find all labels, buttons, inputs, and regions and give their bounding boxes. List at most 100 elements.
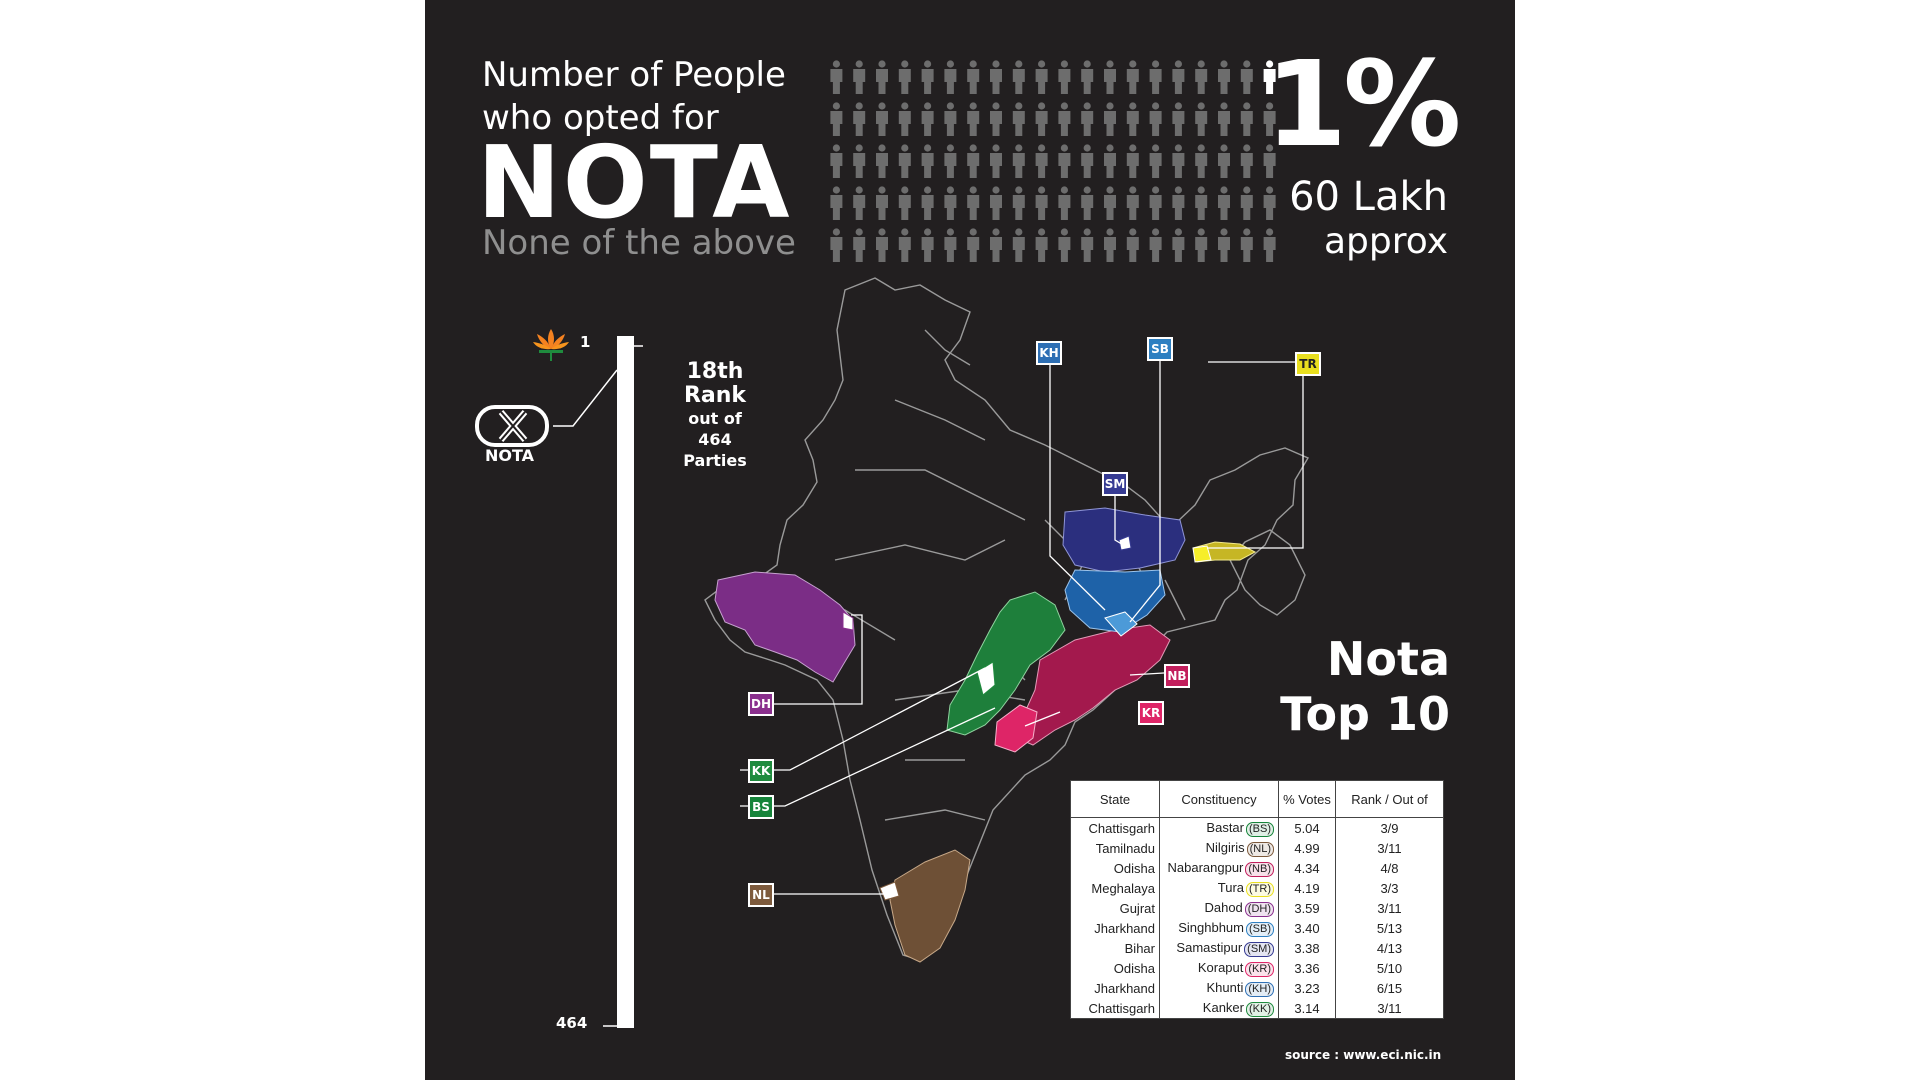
cell-state: Bihar [1070, 938, 1160, 958]
person-icon [1126, 228, 1139, 262]
person-icon [1012, 186, 1025, 220]
person-icon [1012, 144, 1025, 178]
person-icon [1149, 228, 1162, 262]
person-icon [1149, 144, 1162, 178]
cell-state: Tamilnadu [1070, 838, 1160, 858]
cell-rank: 3/3 [1335, 878, 1444, 898]
person-icon [1240, 186, 1253, 220]
person-icon [1218, 144, 1230, 178]
table-row: Chattisgarh Kanker (KK) 3.14 3/11 [1070, 998, 1444, 1019]
cell-votes: 4.34 [1278, 858, 1336, 878]
cell-state: Chattisgarh [1070, 817, 1160, 838]
person-icon [876, 144, 888, 178]
person-icon [1012, 102, 1025, 136]
constituency-code: (KR) [1245, 961, 1274, 977]
person-icon [990, 228, 1002, 262]
person-icon [967, 102, 980, 136]
constituency-code: (NB) [1245, 861, 1274, 877]
rank-scale-bar [617, 336, 634, 1028]
cell-constituency: Singhbhum (SB) [1159, 918, 1279, 938]
infographic-poster: Number of People who opted for NOTA None… [425, 0, 1515, 1080]
region-singhbhum [1104, 611, 1138, 637]
title-line-1: Number of People [482, 55, 786, 95]
map-tag-kr: KR [1138, 701, 1164, 725]
person-icon [1240, 60, 1253, 94]
nota-count-qualifier: approx [1324, 221, 1448, 262]
table-row: Bihar Samastipur (SM) 3.38 4/13 [1070, 938, 1444, 958]
constituency-name: Nabarangpur [1167, 859, 1244, 875]
title-nota: NOTA [477, 124, 792, 241]
person-icon [1195, 144, 1208, 178]
person-icon [1218, 60, 1230, 94]
person-icon [876, 102, 888, 136]
cell-votes: 3.59 [1278, 898, 1336, 918]
cell-state: Jharkhand [1070, 978, 1160, 998]
person-icon [1149, 60, 1162, 94]
person-icon [1104, 186, 1116, 220]
cell-votes: 3.40 [1278, 918, 1336, 938]
person-icon [1035, 144, 1048, 178]
person-icon [1149, 186, 1162, 220]
region-koraput [994, 704, 1038, 753]
constituency-code: (KH) [1245, 981, 1274, 997]
table-row: Jharkhand Khunti (KH) 3.23 6/15 [1070, 978, 1444, 998]
cross-icon [498, 410, 528, 442]
cell-rank: 3/11 [1335, 998, 1444, 1019]
nota-top10-table: State Constituency % Votes Rank / Out of… [1070, 780, 1444, 1019]
table-row: Odisha Koraput (KR) 3.36 5/10 [1070, 958, 1444, 978]
person-icon [1195, 60, 1208, 94]
person-icon [1058, 228, 1071, 262]
cell-votes: 4.99 [1278, 838, 1336, 858]
cell-rank: 3/11 [1335, 838, 1444, 858]
person-icon [876, 60, 888, 94]
person-icon [1218, 186, 1230, 220]
person-icon [1126, 60, 1139, 94]
title-subtitle: None of the above [482, 223, 796, 263]
person-icon [1172, 186, 1185, 220]
region-tamilnadu [889, 849, 971, 963]
person-icon [1126, 144, 1139, 178]
person-icon [898, 60, 911, 94]
lotus-logo-icon [533, 329, 569, 361]
person-icon [944, 228, 957, 262]
person-icon [921, 228, 934, 262]
person-icon [944, 186, 957, 220]
cell-constituency: Nabarangpur (NB) [1159, 858, 1279, 878]
person-icon [921, 60, 934, 94]
cell-rank: 5/10 [1335, 958, 1444, 978]
nota-percent: 1% [1265, 35, 1461, 173]
nota-symbol-icon [475, 405, 549, 447]
person-icon [898, 228, 911, 262]
person-icon [1081, 186, 1094, 220]
cell-rank: 4/8 [1335, 858, 1444, 878]
nota-count: 60 Lakh [1289, 174, 1448, 220]
person-icon [830, 144, 843, 178]
table-row: Chattisgarh Bastar (BS) 5.04 3/9 [1070, 817, 1444, 838]
person-icon [1081, 228, 1094, 262]
table-header-row: State Constituency % Votes Rank / Out of [1070, 780, 1444, 818]
map-tag-dh: DH [748, 692, 774, 716]
person-icon [1263, 186, 1276, 220]
constituency-name: Nilgiris [1205, 839, 1245, 855]
rank-ordinal: 18th [686, 359, 744, 384]
cell-constituency: Samastipur (SM) [1159, 938, 1279, 958]
map-tag-sm: SM [1102, 472, 1128, 496]
person-icon [830, 102, 843, 136]
person-icon [1195, 102, 1208, 136]
person-icon [830, 60, 843, 94]
person-icon [1058, 60, 1071, 94]
person-icon [876, 186, 888, 220]
rank-total: 464 [698, 430, 732, 449]
map-tag-bs: BS [748, 795, 774, 819]
cell-state: Odisha [1070, 958, 1160, 978]
cell-state: Odisha [1070, 858, 1160, 878]
table-row: Jharkhand Singhbhum (SB) 3.40 5/13 [1070, 918, 1444, 938]
cell-rank: 3/9 [1335, 817, 1444, 838]
constituency-name: Khunti [1206, 979, 1244, 995]
top10-title-line-2: Top 10 [1280, 687, 1450, 741]
person-icon [1172, 60, 1185, 94]
constituency-code: (SM) [1244, 941, 1274, 957]
table-row: Odisha Nabarangpur (NB) 4.34 4/8 [1070, 858, 1444, 878]
table-row: Meghalaya Tura (TR) 4.19 3/3 [1070, 878, 1444, 898]
cell-constituency: Kanker (KK) [1159, 998, 1279, 1019]
